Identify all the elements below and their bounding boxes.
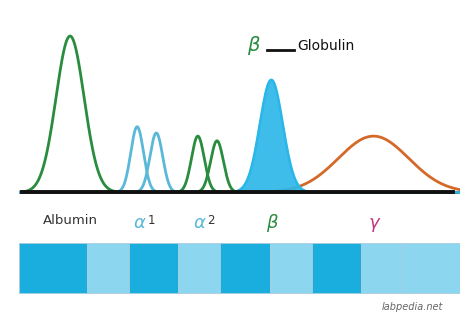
Text: α: α <box>133 214 145 232</box>
Bar <box>219 243 270 293</box>
Text: labpedia.net: labpedia.net <box>382 302 443 312</box>
Text: α: α <box>193 214 205 232</box>
Bar <box>178 243 219 293</box>
Text: 2: 2 <box>208 214 215 227</box>
Bar <box>361 243 402 293</box>
Text: 1: 1 <box>147 214 155 227</box>
Bar <box>87 243 129 293</box>
Text: γ: γ <box>368 214 379 232</box>
Bar <box>19 243 87 293</box>
Text: Globulin: Globulin <box>297 39 354 53</box>
Bar <box>270 243 312 293</box>
Bar <box>129 243 178 293</box>
Bar <box>312 243 361 293</box>
Text: β: β <box>246 36 259 55</box>
Text: Albumin: Albumin <box>43 214 98 227</box>
Text: β: β <box>265 214 277 232</box>
Bar <box>402 243 460 293</box>
